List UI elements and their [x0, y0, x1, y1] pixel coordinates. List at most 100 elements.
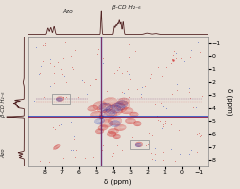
Point — [146, 143, 150, 146]
Point — [85, 92, 89, 95]
Point — [187, 153, 191, 156]
Point — [133, 49, 137, 52]
Point — [149, 72, 152, 75]
Point — [171, 59, 175, 62]
X-axis label: δ (ppm): δ (ppm) — [104, 178, 131, 185]
Point — [41, 59, 45, 62]
Point — [126, 69, 129, 72]
Point — [32, 99, 36, 102]
Point — [69, 120, 73, 123]
Point — [189, 149, 193, 152]
Text: β-CD H₂₋₆: β-CD H₂₋₆ — [1, 91, 6, 117]
Point — [53, 128, 57, 131]
Point — [120, 71, 124, 74]
Bar — [131, 140, 149, 149]
Point — [117, 65, 121, 68]
Point — [172, 49, 176, 52]
Point — [174, 57, 178, 60]
Point — [163, 122, 167, 125]
Point — [177, 129, 181, 132]
Point — [144, 144, 148, 147]
Point — [153, 103, 157, 106]
Point — [161, 151, 165, 154]
Point — [126, 88, 130, 91]
Point — [52, 82, 56, 85]
Point — [120, 148, 124, 151]
Point — [94, 77, 97, 81]
Point — [161, 123, 165, 126]
Point — [199, 134, 203, 137]
Point — [127, 56, 131, 59]
Point — [127, 95, 131, 98]
Point — [198, 135, 202, 138]
Point — [169, 123, 173, 126]
Point — [38, 72, 42, 75]
Point — [161, 124, 165, 127]
Point — [159, 101, 162, 104]
Point — [47, 160, 50, 163]
Point — [148, 77, 152, 80]
Point — [188, 56, 192, 59]
Point — [190, 48, 193, 51]
Point — [57, 123, 61, 126]
Point — [174, 51, 178, 54]
Bar — [52, 94, 71, 104]
Point — [60, 72, 64, 75]
Point — [101, 61, 105, 64]
Point — [187, 91, 191, 94]
Point — [140, 86, 144, 89]
Point — [139, 93, 143, 96]
Point — [147, 132, 151, 135]
Point — [105, 89, 108, 92]
Point — [153, 152, 157, 155]
Point — [150, 158, 154, 161]
Point — [143, 84, 146, 87]
Point — [93, 78, 97, 81]
Point — [150, 133, 154, 136]
Point — [194, 105, 198, 108]
Point — [112, 71, 115, 74]
Point — [69, 149, 73, 152]
Point — [110, 154, 114, 157]
Point — [179, 57, 182, 60]
Point — [83, 81, 86, 84]
Point — [64, 96, 68, 99]
Point — [173, 159, 177, 162]
Point — [62, 75, 66, 78]
Point — [168, 147, 172, 150]
Point — [101, 57, 104, 60]
Point — [84, 156, 87, 159]
Point — [112, 151, 115, 154]
Point — [72, 134, 76, 137]
Point — [169, 61, 173, 64]
Point — [156, 119, 160, 122]
Point — [72, 138, 76, 141]
Point — [73, 155, 77, 158]
Point — [48, 58, 52, 61]
Point — [56, 61, 60, 64]
Point — [170, 93, 174, 96]
Point — [48, 84, 52, 87]
Point — [101, 144, 105, 147]
Point — [155, 114, 159, 117]
Point — [61, 95, 65, 98]
Point — [175, 82, 179, 85]
Point — [59, 67, 63, 70]
Point — [159, 119, 162, 122]
Point — [170, 58, 174, 61]
Point — [48, 61, 52, 64]
Point — [187, 86, 191, 89]
Point — [127, 72, 131, 75]
Point — [43, 41, 47, 44]
Y-axis label: δ (ppm): δ (ppm) — [227, 88, 233, 115]
Point — [71, 67, 75, 70]
Point — [164, 66, 168, 69]
Text: β-CD H₂₋₆: β-CD H₂₋₆ — [112, 5, 140, 10]
Point — [91, 155, 95, 158]
Point — [163, 119, 167, 122]
Point — [96, 47, 100, 50]
Point — [74, 149, 78, 152]
Point — [69, 55, 73, 58]
Point — [171, 54, 175, 57]
Point — [149, 152, 153, 155]
